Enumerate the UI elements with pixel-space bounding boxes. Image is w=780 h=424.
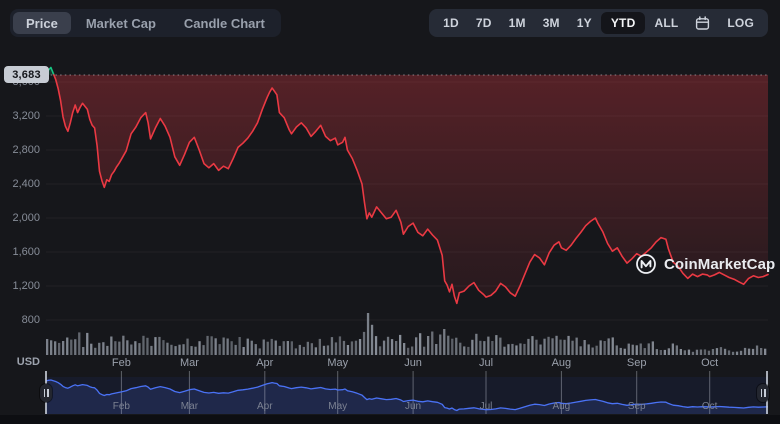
range-button-1d[interactable]: 1D (435, 12, 467, 34)
x-axis-tick: Mar (179, 357, 199, 369)
navigator-month-tick: Feb (112, 401, 130, 412)
bottom-strip (0, 415, 780, 424)
y-axis-tick: 1,200 (12, 280, 40, 292)
coinmarketcap-logo-icon (636, 254, 656, 274)
tab-price[interactable]: Price (13, 12, 71, 34)
navigator-month-tick: Mar (180, 401, 199, 412)
x-axis-tick: May (327, 357, 349, 369)
currency-label: USD (16, 356, 40, 368)
navigator-month-tick: Jul (479, 401, 493, 412)
navigator-month-tick: Apr (257, 401, 273, 412)
watermark-text: CoinMarketCap (664, 255, 776, 273)
y-axis-tick: 2,000 (12, 212, 40, 224)
range-button-7d[interactable]: 7D (468, 12, 500, 34)
range-button-3m[interactable]: 3M (535, 12, 568, 34)
x-axis-tick: Aug (551, 357, 572, 369)
main-chart-surface[interactable] (46, 55, 768, 355)
navigator-right-handle[interactable] (757, 384, 769, 402)
current-price-badge: 3,683 (4, 66, 49, 83)
range-button-1m[interactable]: 1M (501, 12, 534, 34)
calendar-icon (696, 15, 710, 30)
navigator-left-handle[interactable] (40, 384, 52, 402)
range-button-all[interactable]: ALL (646, 12, 686, 34)
y-axis-tick: 800 (21, 314, 40, 326)
x-axis-tick: Sep (626, 357, 647, 369)
range-button-1y[interactable]: 1Y (569, 12, 600, 34)
y-axis-tick: 1,600 (12, 246, 40, 258)
chart-type-tabs: Price Market Cap Candle Chart (10, 9, 281, 37)
navigator-month-tick: May (328, 401, 348, 412)
coinmarketcap-watermark: CoinMarketCap (635, 253, 775, 275)
range-button-log[interactable]: LOG (719, 12, 762, 34)
date-range-calendar-icon-button[interactable] (687, 12, 718, 34)
x-axis-tick: Jun (404, 357, 422, 369)
navigator-month-tick: Sep (627, 401, 646, 412)
navigator-month-tick: Jun (405, 401, 422, 412)
y-axis-tick: 2,400 (12, 178, 40, 190)
x-axis-tick: Oct (701, 357, 719, 369)
range-button-ytd[interactable]: YTD (600, 12, 646, 34)
y-axis-tick: 2,800 (12, 144, 40, 156)
tab-candle-chart[interactable]: Candle Chart (171, 12, 278, 34)
navigator-month-tick: Aug (552, 401, 571, 412)
tab-market-cap[interactable]: Market Cap (73, 12, 169, 34)
y-axis-tick: 3,200 (12, 110, 40, 122)
navigator-month-tick: Oct (701, 401, 718, 412)
x-axis-tick: Apr (256, 357, 274, 369)
x-axis-tick: Feb (111, 357, 131, 369)
range-selector: 1D 7D 1M 3M 1Y YTD ALL LOG (429, 9, 768, 37)
x-axis-tick: Jul (478, 357, 494, 369)
